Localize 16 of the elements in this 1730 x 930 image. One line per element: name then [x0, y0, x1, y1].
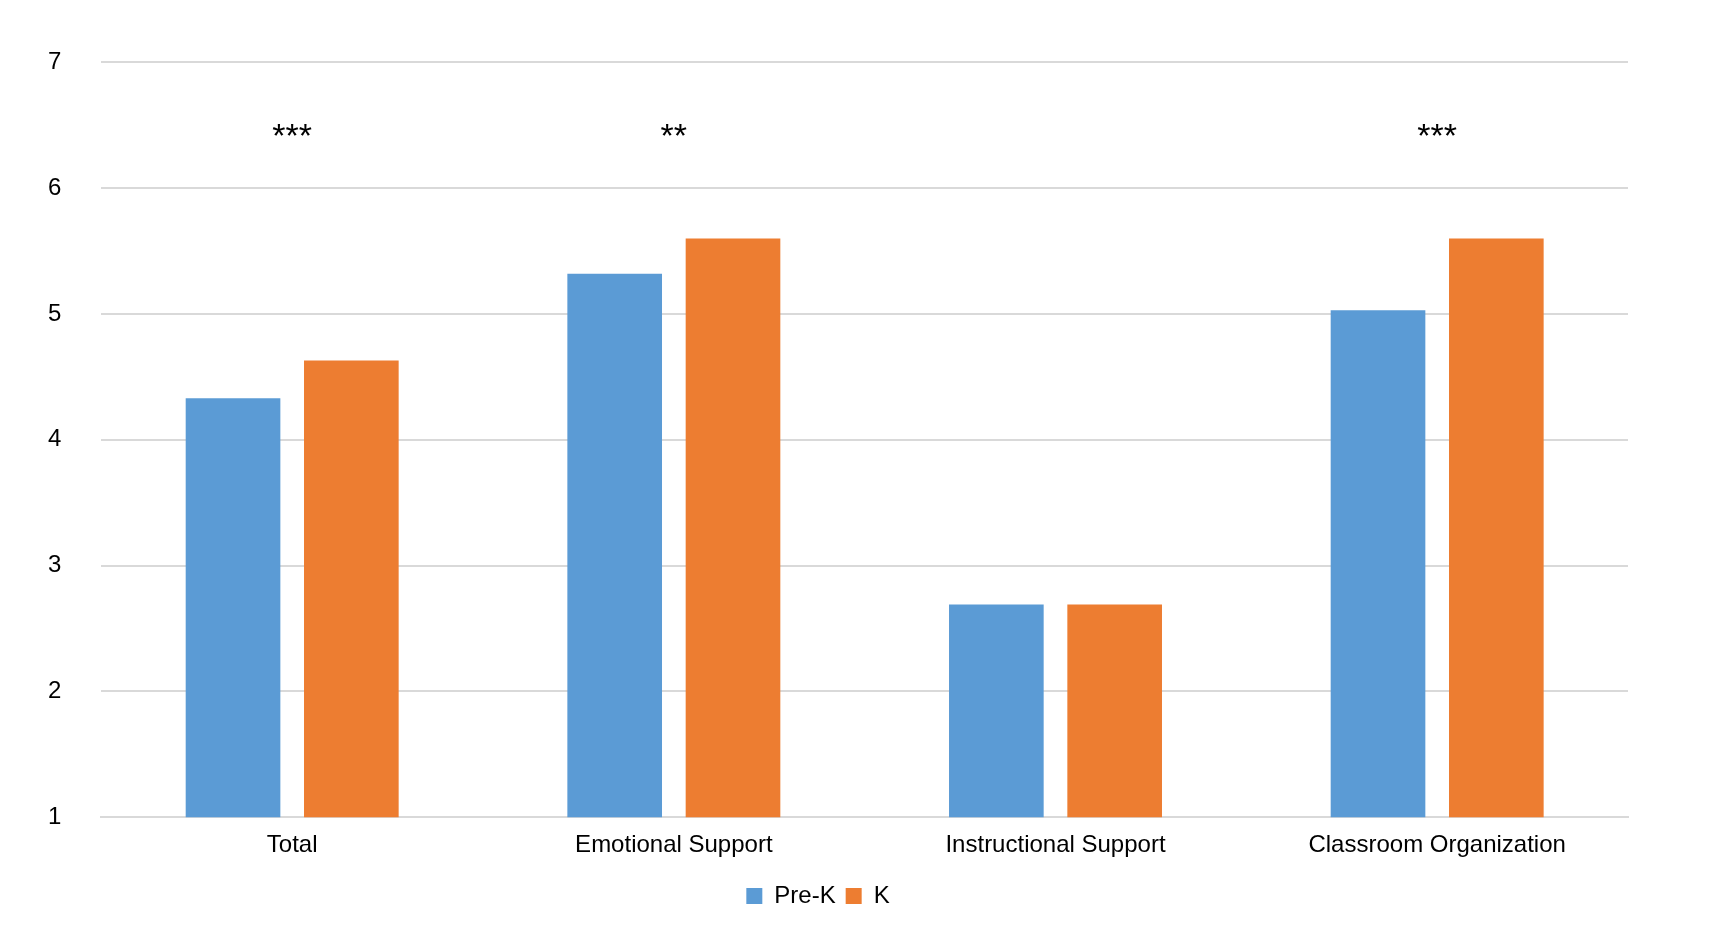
- y-tick-label: 4: [47, 424, 62, 452]
- annotation: ***: [1417, 116, 1458, 155]
- annotation: **: [660, 116, 688, 155]
- legend-label: K: [873, 880, 890, 908]
- y-tick-label: 6: [47, 172, 62, 200]
- y-tick-label: 3: [47, 550, 62, 578]
- y-tick-label: 2: [47, 676, 62, 704]
- y-tick-label: 7: [47, 47, 62, 75]
- legend-label: Pre-K: [774, 880, 836, 908]
- annotation: ***: [272, 116, 313, 155]
- y-tick-label: 5: [47, 298, 62, 326]
- x-tick-label: Total: [266, 830, 318, 858]
- y-tick-label: 1: [47, 801, 62, 829]
- x-tick-label: Emotional Support: [575, 830, 773, 858]
- x-tick-label: Instructional Support: [945, 830, 1166, 858]
- x-tick-label: Classroom Organization: [1308, 830, 1566, 858]
